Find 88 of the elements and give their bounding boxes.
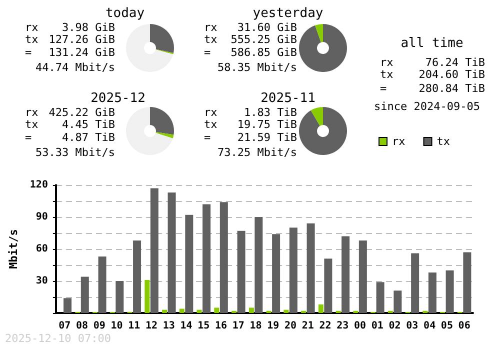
x-tick-label: 06	[458, 320, 470, 332]
x-tick-label: 14	[180, 320, 192, 332]
bar	[289, 228, 298, 313]
text: = 4.87 TiB	[25, 131, 115, 144]
x-tick-label: 04	[424, 320, 436, 332]
bar	[150, 188, 158, 313]
y-axis-title: Mbit/s	[7, 229, 20, 269]
text: tx 4.45 TiB	[25, 118, 115, 131]
bar	[179, 308, 184, 313]
x-tick-label: 03	[406, 320, 418, 332]
bar	[318, 304, 324, 313]
bar	[98, 256, 106, 313]
x-tick-label: 09	[93, 320, 106, 332]
x-tick-label: 07	[58, 320, 71, 332]
bar	[376, 282, 384, 313]
bar	[428, 272, 436, 313]
x-tick-label: 17	[232, 320, 244, 332]
y-tick-label: 90	[36, 212, 48, 222]
x-tick-label: 08	[76, 320, 88, 332]
text: tx 19.75 TiB	[204, 118, 297, 131]
x-tick-label: 05	[440, 320, 453, 332]
y-tick-label: 60	[36, 244, 48, 254]
bar	[342, 236, 350, 313]
bar	[116, 281, 124, 313]
bar	[324, 258, 332, 313]
bar	[272, 234, 280, 313]
y-tick-label: 120	[30, 180, 48, 190]
bar	[168, 192, 176, 313]
text: since 2024-09-05	[374, 100, 480, 113]
y-tick-label: 30	[36, 276, 48, 286]
x-tick-label: 19	[267, 320, 280, 332]
bar	[196, 310, 202, 313]
bar	[185, 214, 194, 313]
text: rx 1.83 TiB	[204, 106, 297, 119]
bar	[254, 217, 263, 313]
legend-label: tx	[436, 135, 450, 148]
x-tick-label: 11	[128, 320, 140, 332]
x-tick-label: 13	[162, 320, 175, 332]
chart-title: 2025-11	[260, 91, 316, 106]
text: = 21.59 TiB	[204, 131, 297, 144]
bar	[284, 310, 289, 313]
text: tx 204.60 TiB	[380, 68, 485, 81]
bar	[248, 308, 254, 313]
text: = 131.24 GiB	[25, 46, 115, 59]
bar	[237, 230, 246, 313]
text: rx 76.24 TiB	[380, 56, 485, 69]
bar	[64, 298, 72, 313]
text: rx 31.60 GiB	[204, 21, 297, 34]
text: = 280.84 TiB	[380, 82, 485, 95]
x-tick-label: 22	[319, 320, 332, 332]
x-tick-label: 20	[284, 320, 297, 332]
text: rx 3.98 GiB	[25, 21, 115, 34]
bar	[394, 290, 402, 313]
x-tick-label: 15	[198, 320, 210, 332]
bar	[144, 280, 150, 313]
chart-title: yesterday	[252, 6, 324, 21]
text: 58.35 Mbit/s	[218, 61, 297, 74]
bar	[214, 308, 220, 313]
chart-title: today	[105, 6, 145, 21]
x-tick-label: 01	[371, 320, 384, 332]
chart-title: 2025-12	[90, 91, 146, 106]
bar	[202, 204, 211, 313]
text: 44.74 Mbit/s	[36, 61, 115, 74]
x-tick-label: 10	[110, 320, 123, 332]
x-tick-label: 16	[215, 320, 228, 332]
text: tx 127.26 GiB	[25, 33, 116, 46]
text: rx 425.22 GiB	[25, 106, 116, 119]
bar	[358, 240, 367, 313]
text: = 586.85 GiB	[204, 46, 297, 59]
bar	[463, 252, 472, 313]
bar	[306, 223, 315, 313]
bar	[446, 270, 454, 313]
x-tick-label: 02	[388, 320, 401, 332]
text: all time	[400, 36, 464, 51]
text: tx 555.25 GiB	[204, 33, 297, 46]
text: 73.25 Mbit/s	[218, 146, 297, 159]
legend-label: rx	[392, 135, 406, 148]
bar	[162, 310, 168, 313]
x-tick-label: 21	[302, 320, 314, 332]
x-tick-label: 23	[336, 320, 349, 332]
bar	[220, 202, 228, 313]
bar	[411, 253, 420, 313]
x-tick-label: 18	[250, 320, 262, 332]
bar	[133, 240, 142, 313]
x-tick-label: 12	[146, 320, 158, 332]
x-tick-label: 00	[354, 320, 366, 332]
text: 53.33 Mbit/s	[36, 146, 115, 159]
bar	[80, 276, 89, 313]
